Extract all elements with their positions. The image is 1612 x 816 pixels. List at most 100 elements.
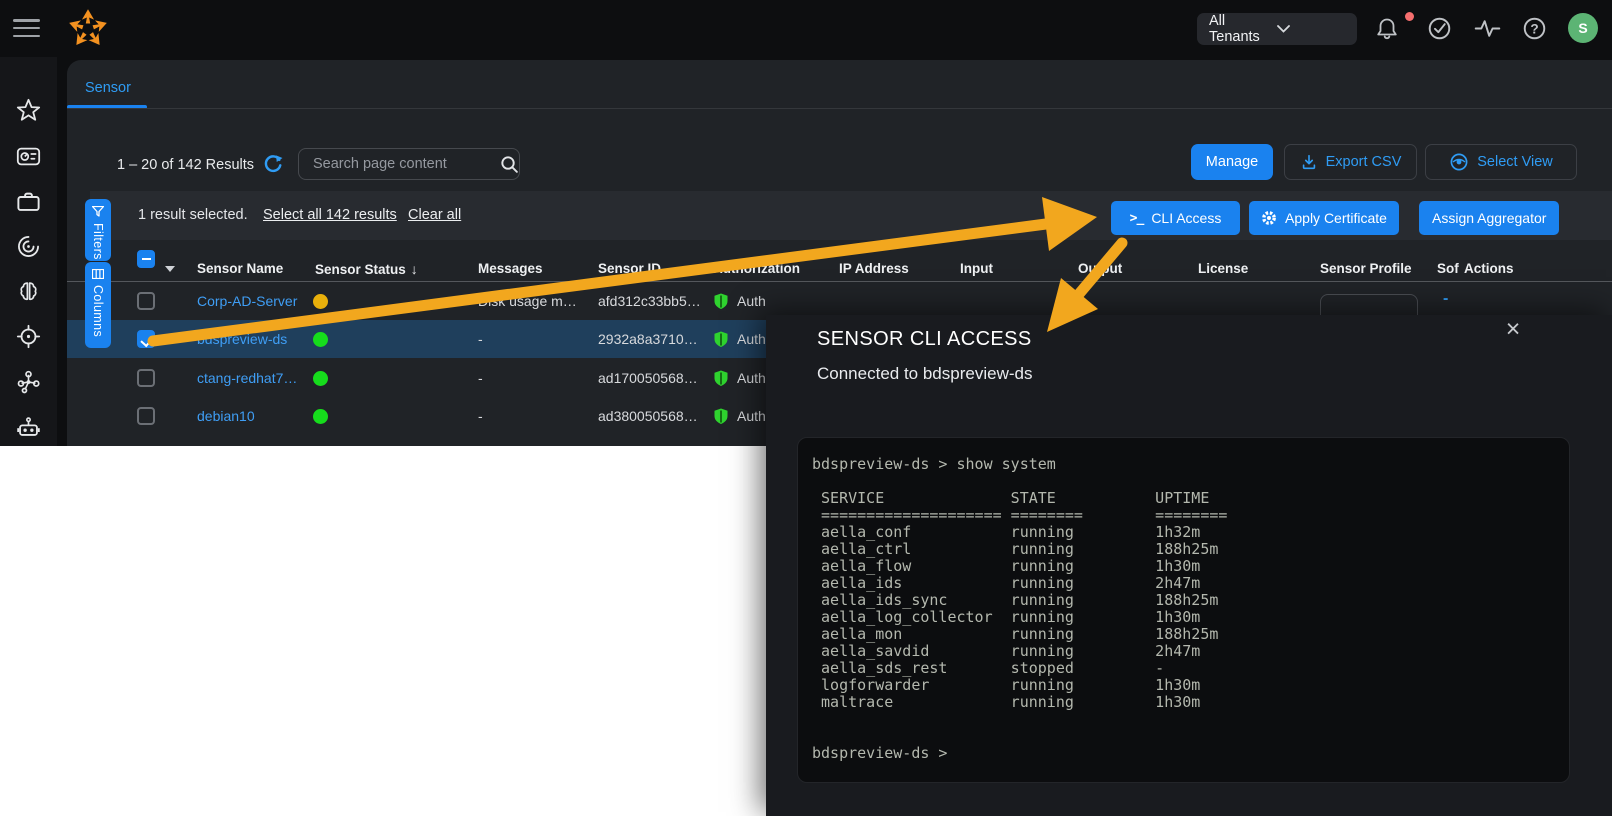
authorization-cell: Auth bbox=[737, 293, 766, 309]
shield-icon bbox=[714, 370, 728, 387]
eye-icon bbox=[1449, 152, 1469, 172]
row-checkbox[interactable] bbox=[137, 330, 155, 348]
apply-certificate-button[interactable]: Apply Certificate bbox=[1249, 201, 1399, 235]
robot-icon bbox=[15, 413, 42, 440]
export-csv-button[interactable]: Export CSV bbox=[1284, 144, 1417, 180]
table-row[interactable]: ctang-redhat7… - ad170050568… Auth bbox=[67, 359, 1612, 397]
tab-bar-divider bbox=[67, 108, 1612, 109]
assign-aggregator-button[interactable]: Assign Aggregator bbox=[1419, 201, 1560, 235]
check-circle-icon[interactable] bbox=[1427, 16, 1453, 42]
download-icon bbox=[1300, 153, 1318, 171]
tenant-selector[interactable]: All Tenants bbox=[1197, 13, 1357, 45]
authorization-cell: Auth bbox=[737, 370, 766, 386]
sidebar-item-dashboard[interactable] bbox=[15, 143, 42, 170]
clear-all-link[interactable]: Clear all bbox=[408, 207, 462, 223]
row-checkbox[interactable] bbox=[137, 292, 155, 310]
status-dot-warning bbox=[313, 294, 328, 309]
messages-cell: - bbox=[478, 331, 483, 347]
activity-pulse-icon[interactable] bbox=[1474, 16, 1501, 42]
user-avatar[interactable]: S bbox=[1568, 13, 1598, 43]
selection-menu-caret-icon[interactable] bbox=[165, 266, 175, 272]
svg-text:?: ? bbox=[1530, 21, 1538, 36]
search-box bbox=[298, 148, 520, 180]
sensor-id-cell: afd312c33bb5… bbox=[598, 293, 701, 309]
column-header-software[interactable]: Sof bbox=[1437, 261, 1459, 276]
sensor-cli-panel: SENSOR CLI ACCESS × Connected to bdsprev… bbox=[766, 315, 1612, 816]
manage-button[interactable]: Manage bbox=[1191, 144, 1273, 180]
table-row[interactable]: debian10 - ad380050568… Auth bbox=[67, 397, 1612, 435]
sensor-id-cell: ad170050568… bbox=[598, 370, 698, 386]
messages-cell: - bbox=[478, 408, 483, 424]
sensor-name-link[interactable]: ctang-redhat7… bbox=[197, 370, 298, 386]
authorization-cell: Auth bbox=[737, 331, 766, 347]
column-header-output[interactable]: Output bbox=[1078, 261, 1123, 276]
close-icon[interactable]: × bbox=[1505, 315, 1521, 343]
avatar-initial: S bbox=[1578, 20, 1588, 36]
hamburger-menu-icon[interactable] bbox=[13, 19, 41, 38]
column-header-sensor-status[interactable]: Sensor Status ↓ bbox=[315, 261, 418, 277]
select-all-link[interactable]: Select all 142 results bbox=[263, 207, 397, 223]
column-header-sensor-profile[interactable]: Sensor Profile bbox=[1320, 261, 1412, 276]
bell-icon[interactable] bbox=[1375, 16, 1401, 42]
cli-terminal-output: bdspreview-ds > show system SERVICE STAT… bbox=[812, 455, 1228, 762]
columns-toggle-button[interactable]: Columns bbox=[85, 262, 111, 348]
row-checkbox[interactable] bbox=[137, 369, 155, 387]
sensor-name-link[interactable]: bdspreview-ds bbox=[197, 331, 288, 347]
column-header-license[interactable]: License bbox=[1198, 261, 1249, 276]
sidebar-item-detections[interactable] bbox=[15, 323, 42, 350]
sidebar-item-favorites[interactable] bbox=[15, 97, 42, 124]
cli-access-button[interactable]: >_ CLI Access bbox=[1111, 201, 1240, 235]
crosshair-icon bbox=[15, 323, 42, 350]
terminal-icon: >_ bbox=[1129, 210, 1145, 226]
cli-terminal[interactable]: bdspreview-ds > show system SERVICE STAT… bbox=[797, 437, 1570, 783]
chevron-down-icon bbox=[1277, 25, 1345, 33]
actions-cell[interactable]: - bbox=[1443, 290, 1449, 307]
filter-icon bbox=[92, 206, 104, 217]
tab-sensor[interactable]: Sensor bbox=[85, 80, 131, 96]
dashboard-icon bbox=[15, 143, 42, 170]
sidebar-item-cases[interactable] bbox=[15, 188, 42, 215]
sensor-name-link[interactable]: debian10 bbox=[197, 408, 255, 424]
sensor-name-link[interactable]: Corp-AD-Server bbox=[197, 293, 298, 309]
sidebar-item-connectors[interactable] bbox=[15, 368, 42, 395]
star-icon bbox=[15, 97, 42, 124]
column-header-input[interactable]: Input bbox=[960, 261, 993, 276]
sidebar-item-threat-hunting[interactable] bbox=[15, 233, 42, 260]
network-nodes-icon bbox=[15, 368, 42, 395]
sensor-id-cell: ad380050568… bbox=[598, 408, 698, 424]
column-header-messages[interactable]: Messages bbox=[478, 261, 543, 276]
authorization-cell: Auth bbox=[737, 408, 766, 424]
topbar: All Tenants bbox=[0, 0, 1612, 57]
sensor-id-cell: 2932a8a3710… bbox=[598, 331, 698, 347]
columns-icon bbox=[92, 269, 104, 279]
shield-icon bbox=[714, 293, 728, 310]
select-all-checkbox[interactable] bbox=[137, 250, 155, 268]
sidebar-item-automation[interactable] bbox=[15, 413, 42, 440]
panel-title: SENSOR CLI ACCESS bbox=[817, 328, 1032, 350]
messages-cell: - bbox=[478, 370, 483, 386]
selected-summary: 1 result selected. bbox=[138, 207, 248, 223]
sidebar-item-ai-engine[interactable] bbox=[15, 278, 42, 305]
status-dot-ok bbox=[313, 371, 328, 386]
column-header-actions[interactable]: Actions bbox=[1464, 261, 1514, 276]
refresh-icon[interactable] bbox=[262, 153, 284, 175]
search-input[interactable] bbox=[313, 156, 500, 172]
briefcase-icon bbox=[15, 188, 42, 215]
status-dot-ok bbox=[313, 332, 328, 347]
status-dot-ok bbox=[313, 409, 328, 424]
notification-dot bbox=[1405, 12, 1414, 21]
gear-icon bbox=[1261, 210, 1277, 226]
column-header-ip-address[interactable]: IP Address bbox=[839, 261, 909, 276]
shield-icon bbox=[714, 331, 728, 348]
column-header-sensor-id[interactable]: Sensor ID bbox=[598, 261, 662, 276]
shield-icon bbox=[714, 408, 728, 425]
column-header-sensor-name[interactable]: Sensor Name bbox=[197, 261, 284, 276]
select-view-button[interactable]: Select View bbox=[1425, 144, 1577, 180]
row-checkbox[interactable] bbox=[137, 407, 155, 425]
search-icon[interactable] bbox=[500, 155, 519, 174]
help-icon[interactable]: ? bbox=[1522, 16, 1548, 42]
stellar-cyber-logo[interactable] bbox=[66, 7, 110, 51]
column-header-authorization[interactable]: Authorization bbox=[713, 261, 800, 276]
filters-toggle-button[interactable]: Filters bbox=[85, 199, 111, 261]
